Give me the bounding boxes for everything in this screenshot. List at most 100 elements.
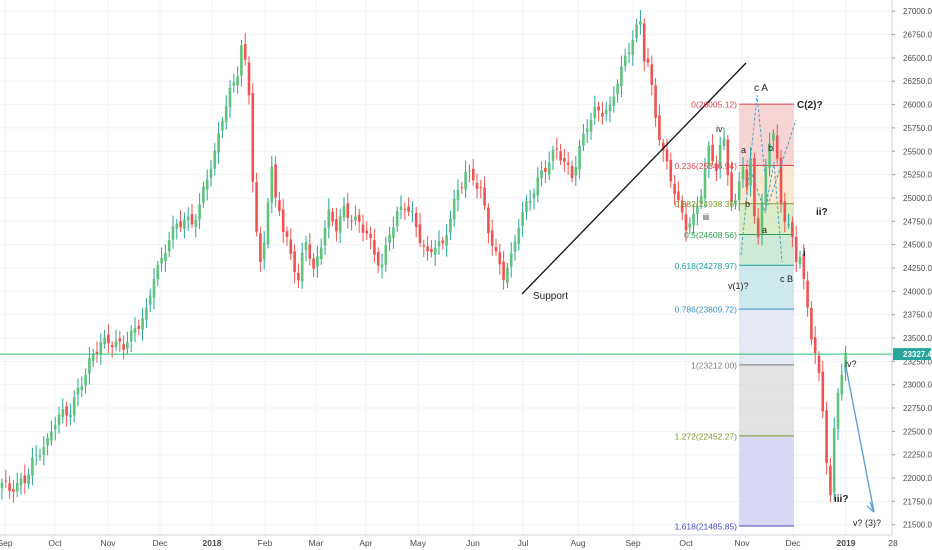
candle-body bbox=[50, 431, 53, 441]
fib-label: 1.272(22452.27) bbox=[675, 431, 738, 441]
candle-body bbox=[513, 241, 517, 252]
time-tick-label: Sep bbox=[0, 538, 13, 548]
candle-body bbox=[338, 216, 342, 233]
price-tick-label: 25250.00 bbox=[903, 171, 932, 180]
annotation-b_lower: b bbox=[745, 199, 750, 209]
candle-body bbox=[551, 149, 555, 161]
candle-body bbox=[373, 240, 376, 255]
candle-body bbox=[825, 410, 828, 464]
candle-body bbox=[69, 414, 72, 418]
candle-body bbox=[760, 202, 764, 235]
candle-body bbox=[506, 267, 509, 283]
candle-body bbox=[12, 489, 15, 492]
price-tick-label: 23750.00 bbox=[903, 311, 932, 320]
candle-body bbox=[308, 244, 312, 259]
candle-body bbox=[399, 206, 403, 210]
candle-body bbox=[608, 104, 612, 112]
annotation-b_upper: b bbox=[768, 143, 773, 153]
candle-body bbox=[403, 209, 407, 211]
candle-body bbox=[103, 337, 106, 344]
candle-body bbox=[411, 211, 414, 213]
candle-body bbox=[342, 205, 346, 218]
candle-body bbox=[240, 45, 243, 76]
candle-body bbox=[255, 182, 258, 232]
fib-label: 0.786(23809.72) bbox=[675, 305, 738, 315]
candle-body bbox=[384, 245, 388, 265]
candle-body bbox=[426, 246, 429, 252]
candle-body bbox=[53, 424, 57, 430]
candle-body bbox=[274, 164, 277, 198]
candle-body bbox=[635, 24, 638, 38]
candle-body bbox=[266, 202, 270, 245]
projection-line bbox=[845, 366, 875, 513]
candle-body bbox=[91, 354, 95, 361]
candle-body bbox=[802, 254, 806, 279]
candle-body bbox=[745, 169, 749, 188]
candle-body bbox=[148, 295, 152, 305]
fib-label: 0(26005.12) bbox=[691, 100, 737, 110]
candle-body bbox=[243, 44, 247, 60]
annotation-c2: C(2)? bbox=[797, 100, 823, 111]
candle-body bbox=[627, 52, 631, 54]
time-tick-label: Nov bbox=[734, 538, 750, 548]
time-tick-label: Dec bbox=[785, 538, 801, 548]
candle-body bbox=[582, 134, 585, 146]
candle-body bbox=[160, 258, 163, 264]
candle-body bbox=[202, 186, 205, 203]
candle-body bbox=[578, 145, 581, 170]
annotation-support: Support bbox=[533, 291, 568, 302]
candle-body bbox=[692, 213, 695, 226]
time-axis-bg bbox=[0, 535, 932, 550]
candle-body bbox=[357, 214, 361, 222]
fibonacci-labels: 0(26005.12) 0.236(25346.94) 0.382(24938.36… bbox=[675, 100, 738, 532]
candle-body bbox=[604, 109, 608, 114]
candle-body bbox=[183, 219, 186, 229]
candle-body bbox=[80, 386, 84, 391]
candle-body bbox=[186, 216, 190, 221]
drawing-overlay bbox=[0, 62, 892, 513]
fib-zone bbox=[739, 309, 794, 365]
candle-body bbox=[388, 235, 391, 243]
candle-body bbox=[145, 307, 148, 320]
candle-body bbox=[152, 279, 156, 298]
candle-body bbox=[99, 341, 103, 354]
candle-body bbox=[213, 150, 217, 169]
candle-body bbox=[304, 242, 308, 251]
candle-body bbox=[498, 252, 502, 265]
price-axis[interactable]: 21500.00 21750.00 22000.00 22250.00 22500.00… bbox=[891, 0, 932, 550]
candle-body bbox=[699, 195, 703, 204]
candle-body bbox=[817, 355, 821, 373]
candle-body bbox=[300, 252, 304, 282]
candle-body bbox=[525, 201, 528, 213]
candle-body bbox=[46, 437, 49, 446]
candle-body bbox=[593, 106, 597, 119]
price-axis-bg bbox=[892, 0, 932, 550]
time-axis[interactable]: Sep Oct Nov Dec 2018 Feb Mar Apr May Jun Jul Aug Sep… bbox=[0, 534, 932, 550]
candle-body bbox=[475, 182, 479, 189]
candle-body bbox=[228, 87, 232, 107]
candle-body bbox=[677, 191, 680, 201]
price-tick-label: 21750.00 bbox=[903, 497, 932, 506]
candle-body bbox=[490, 230, 494, 246]
candle-body bbox=[251, 92, 255, 182]
fib-label: 1.618(21485.85) bbox=[675, 522, 738, 532]
last-price-label: 23327.46 bbox=[903, 350, 932, 359]
candle-body bbox=[331, 211, 334, 222]
candle-body bbox=[810, 307, 813, 340]
candle-body bbox=[407, 206, 410, 212]
candle-body bbox=[327, 209, 331, 228]
fib-label: 0.618(24278.97) bbox=[675, 261, 738, 271]
candle-body bbox=[661, 142, 665, 151]
candle-body bbox=[813, 337, 817, 354]
candle-body bbox=[354, 216, 357, 221]
candle-body bbox=[72, 397, 76, 416]
candle-body bbox=[236, 76, 239, 86]
candle-body bbox=[137, 325, 141, 330]
candle-body bbox=[430, 249, 433, 253]
candle-body bbox=[164, 252, 167, 261]
candle-body bbox=[323, 227, 327, 246]
candle-body bbox=[42, 447, 46, 456]
time-tick-label: Mar bbox=[309, 538, 324, 548]
time-tick-label: Oct bbox=[679, 538, 693, 548]
